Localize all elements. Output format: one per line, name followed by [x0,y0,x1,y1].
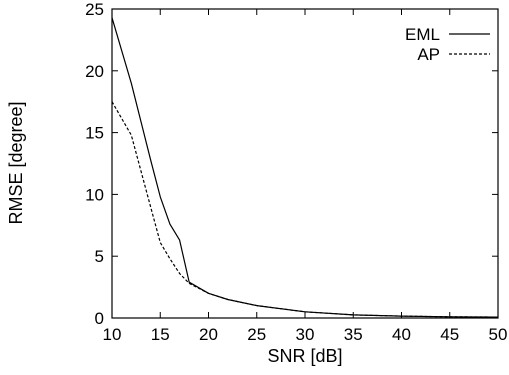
series-group [111,17,499,318]
y-tick-label: 25 [85,0,104,19]
x-tick-label: 15 [151,325,170,344]
axis-ticks [111,8,499,319]
x-tick-label: 30 [296,325,315,344]
x-axis-label: SNR [dB] [267,346,342,366]
x-tick-label: 40 [392,325,411,344]
plot-frame [111,8,499,319]
x-tick-label: 45 [440,325,459,344]
y-tick-label: 5 [95,247,104,266]
series-line-eml [111,17,499,318]
x-tick-label: 35 [344,325,363,344]
y-tick-label: 0 [95,309,104,328]
y-tick-label: 20 [85,62,104,81]
x-tick-label: 50 [489,325,508,344]
legend-label-eml: EML [405,25,440,44]
x-tick-label: 10 [103,325,122,344]
series-line-ap [111,101,499,318]
x-tick-label: 25 [247,325,266,344]
y-axis-label: RMSE [degree] [6,101,26,224]
legend-label-ap: AP [417,45,440,64]
axis-tick-labels: 10 15 20 25 30 35 40 45 50 0 5 10 15 20 25 [85,0,507,344]
y-tick-label: 10 [85,185,104,204]
y-tick-label: 15 [85,124,104,143]
x-tick-label: 20 [199,325,218,344]
